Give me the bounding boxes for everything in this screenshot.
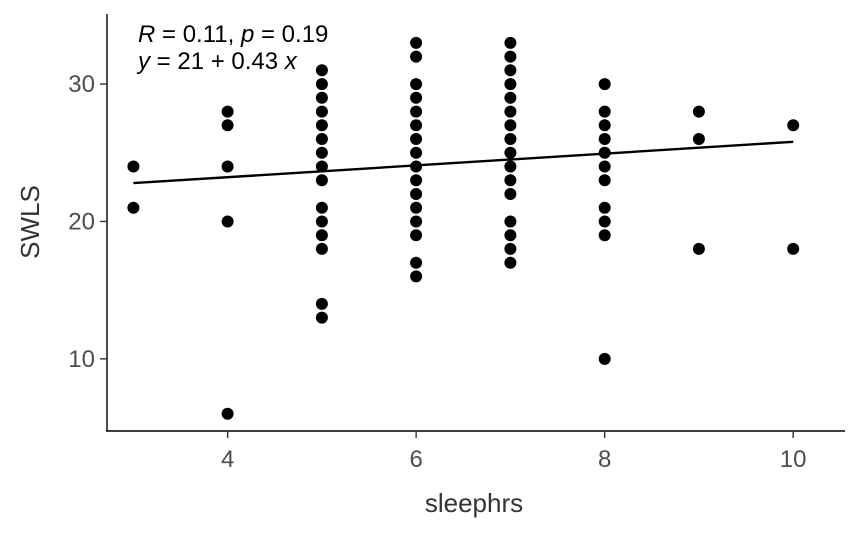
data-point [787,119,800,132]
data-point [504,215,517,228]
data-point [315,215,328,228]
data-point [315,119,328,132]
data-point [598,119,611,132]
data-point [598,160,611,173]
data-point [410,91,423,104]
data-point [315,297,328,310]
data-point [410,105,423,118]
data-point [504,64,517,77]
data-point [504,119,517,132]
data-point [315,146,328,159]
data-point [410,119,423,132]
data-point [598,201,611,214]
r-symbol: R [138,21,155,48]
data-point [504,256,517,269]
x-axis-title: sleephrs [425,488,523,518]
x-tick-label: 6 [409,446,422,473]
data-point [315,91,328,104]
data-point [315,133,328,145]
data-point [598,133,611,145]
data-point [221,119,234,132]
data-point [315,64,328,77]
data-point [315,201,328,214]
data-point [127,160,140,173]
data-point [692,133,705,145]
data-point [504,174,517,187]
data-point [410,50,423,63]
data-point [315,174,328,187]
data-point [504,91,517,104]
data-point [504,146,517,159]
y-tick-label: 30 [68,71,95,98]
data-point [410,270,423,283]
data-point [598,78,611,91]
data-point [692,242,705,255]
data-point [221,160,234,173]
y-tick-label: 10 [68,346,95,373]
data-point [410,188,423,200]
y-symbol: y [136,48,152,75]
equation-value: = 21 + 0.43 [150,48,285,75]
r-value: = 0.11, [155,21,241,48]
data-point [410,78,423,91]
data-point [315,229,328,242]
data-point [504,188,517,200]
data-point [410,36,423,49]
data-point [315,242,328,255]
p-value: = 0.19 [254,21,328,48]
y-tick-label: 20 [68,208,95,235]
data-point [315,105,328,118]
data-point [221,105,234,118]
data-point [315,311,328,324]
data-point [598,215,611,228]
data-point [410,229,423,242]
data-point [315,160,328,173]
data-point [410,133,423,145]
data-point [598,352,611,365]
data-point [598,105,611,118]
stats-annotation-line1: R = 0.11, p = 0.19 [138,21,328,48]
points-layer [127,36,800,420]
data-point [504,78,517,91]
data-point [315,78,328,91]
data-point [410,256,423,269]
p-symbol: p [240,21,254,48]
data-point [598,229,611,242]
x-tick-label: 8 [598,446,611,473]
y-axis-title: SWLS [15,185,45,259]
data-point [504,36,517,49]
data-point [787,242,800,255]
x-tick-label: 4 [221,446,234,473]
data-point [410,201,423,214]
data-point [410,146,423,159]
stats-annotation-line2: y = 21 + 0.43 x [136,48,298,75]
data-point [221,215,234,228]
x-ticks: 4 6 8 10 [221,431,807,473]
y-ticks: 10 20 30 [68,71,107,373]
data-point [692,105,705,118]
data-point [504,50,517,63]
data-point [504,242,517,255]
data-point [504,105,517,118]
data-point [504,229,517,242]
data-point [410,215,423,228]
data-point [127,201,140,214]
x-tick-label: 10 [780,446,807,473]
regression-line [133,140,794,185]
data-point [598,174,611,187]
data-point [221,407,234,420]
data-point [410,174,423,187]
data-point [504,160,517,173]
data-point [504,133,517,145]
x-symbol: x [284,48,298,75]
